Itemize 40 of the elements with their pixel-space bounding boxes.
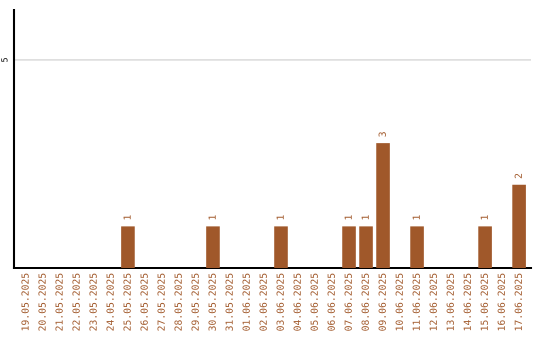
data-label: 1 xyxy=(362,215,369,220)
x-tick-label: 13.06.2025 xyxy=(446,274,454,330)
x-tick-label: 12.06.2025 xyxy=(430,274,437,330)
data-label: 2 xyxy=(514,174,522,178)
x-tick-label: 07.06.2025 xyxy=(344,274,352,331)
x-tick-label: 17.06.2025 xyxy=(514,274,522,330)
x-tick-label: 19.05.2025 xyxy=(21,274,29,330)
x-tick-label: 04.06.2025 xyxy=(294,274,301,331)
data-label: 1 xyxy=(276,215,284,220)
x-tick-label: 27.05.2025 xyxy=(157,274,165,331)
x-tick-label: 31.05.2025 xyxy=(225,274,233,331)
x-tick-label: 01.06.2025 xyxy=(242,274,250,331)
x-tick-label: 08.06.2025 xyxy=(362,274,369,331)
x-tick-label: 30.05.2025 xyxy=(208,274,216,331)
x-tick-label: 05.06.2025 xyxy=(310,274,318,331)
x-tick-label: 21.05.2025 xyxy=(55,274,63,331)
x-tick-label: 25.05.2025 xyxy=(123,274,131,331)
data-label: 1 xyxy=(412,215,420,220)
x-tick-label: 26.05.2025 xyxy=(140,274,148,331)
data-label: 1 xyxy=(344,215,352,220)
x-tick-label: 22.05.2025 xyxy=(72,274,80,331)
x-tick-label: 14.06.2025 xyxy=(464,274,471,330)
x-tick-label: 11.06.2025 xyxy=(412,274,420,330)
x-tick-label: 15.06.2025 xyxy=(480,274,488,330)
data-label: 1 xyxy=(480,215,488,220)
x-tick-label: 03.06.2025 xyxy=(276,274,284,331)
x-tick-label: 09.06.2025 xyxy=(378,274,386,331)
x-tick-label: 10.06.2025 xyxy=(396,274,403,330)
x-tick-label: 16.06.2025 xyxy=(498,274,505,330)
x-tick-label: 20.05.2025 xyxy=(38,274,46,331)
x-tick-label: 02.06.2025 xyxy=(259,274,267,331)
data-label: 3 xyxy=(378,132,386,137)
data-label: 1 xyxy=(208,215,216,220)
y-tick-label: 5 xyxy=(1,58,8,62)
x-tick-label: 06.06.2025 xyxy=(328,274,335,331)
x-tick-label: 24.05.2025 xyxy=(106,274,114,331)
x-tick-label: 28.05.2025 xyxy=(174,274,182,331)
data-label: 1 xyxy=(124,215,131,220)
x-tick-label: 23.05.2025 xyxy=(89,274,97,331)
x-tick-label: 29.05.2025 xyxy=(191,274,199,331)
